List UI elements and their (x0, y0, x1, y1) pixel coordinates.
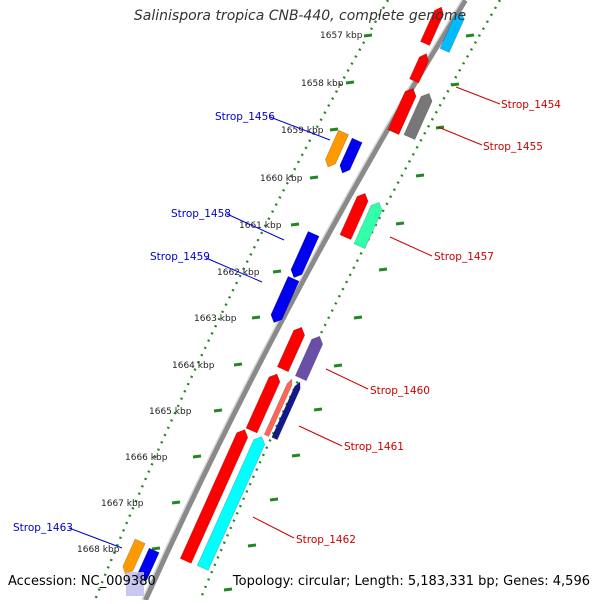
cds-feature[interactable] (179, 429, 249, 564)
accession-text: Accession: NC_009380 (8, 574, 156, 589)
ruler-tick-mark (192, 454, 202, 459)
cog-feature[interactable] (325, 129, 349, 168)
outer-tick-mark (465, 33, 475, 38)
ruler-tick-label: 1661 kbp (239, 221, 282, 231)
ruler-tick-mark (290, 222, 300, 227)
label-leader-line (226, 213, 285, 241)
cog-feature[interactable] (403, 92, 433, 141)
ruler-tick-label: 1664 kbp (172, 361, 215, 371)
gene-labels: Strop_1454 Strop_1455 Strop_1457 Strop_1460… (13, 86, 561, 549)
outer-tick-mark (378, 267, 388, 272)
label-leader-line (389, 236, 433, 257)
outer-tick-mark (223, 587, 233, 592)
gene-label-forward[interactable]: Strop_1454 (501, 99, 561, 111)
ruler-tick-mark (251, 315, 261, 320)
ruler-tick-label: 1657 kbp (320, 31, 363, 41)
cog-feature[interactable] (263, 378, 293, 437)
ruler-tick-mark (233, 362, 243, 367)
outer-tick-mark (291, 453, 301, 458)
ruler-tick-label: 1663 kbp (194, 314, 237, 324)
cog-feature[interactable] (271, 381, 301, 441)
cds-feature[interactable] (245, 373, 281, 434)
label-leader-line (205, 257, 263, 283)
outer-tick-mark (395, 221, 405, 226)
ruler-tick-label: 1668 kbp (77, 545, 120, 555)
ruler-tick-mark (345, 80, 355, 85)
cds-feature[interactable] (339, 192, 369, 241)
gene-label-reverse[interactable]: Strop_1459 (150, 251, 210, 263)
label-leader-line (269, 116, 331, 141)
cog-feature[interactable] (353, 201, 383, 250)
ruler-tick-mark (272, 269, 282, 274)
ruler-tick-mark (309, 175, 319, 180)
genome-backbone (142, 0, 468, 602)
cds-feature[interactable] (420, 6, 444, 46)
ruler-tick-mark (363, 33, 373, 38)
gene-features (122, 6, 465, 596)
outer-tick-mark (415, 173, 425, 178)
label-leader-line (437, 126, 483, 146)
cds-feature[interactable] (276, 326, 306, 373)
gene-feature[interactable] (290, 230, 320, 279)
gene-overlap-shade (126, 572, 144, 596)
ruler-tick-label: 1658 kbp (301, 79, 344, 89)
ruler-tick-label: 1659 kbp (281, 126, 324, 136)
label-leader-line (252, 516, 295, 539)
gene-label-reverse[interactable]: Strop_1458 (171, 208, 231, 220)
gene-label-forward[interactable]: Strop_1460 (370, 385, 430, 397)
ruler-tick-label: 1667 kbp (101, 499, 144, 509)
gene-feature[interactable] (339, 137, 363, 174)
outer-tick-mark (247, 543, 257, 548)
gene-label-forward[interactable]: Strop_1455 (483, 141, 543, 153)
outer-tick-mark (353, 315, 363, 320)
ruler-tick-label: 1662 kbp (217, 268, 260, 278)
label-leader-line (325, 368, 369, 390)
gene-label-forward[interactable]: Strop_1461 (344, 441, 404, 453)
gene-label-forward[interactable]: Strop_1462 (296, 534, 356, 546)
outer-track (198, 0, 502, 601)
gene-label-forward[interactable]: Strop_1457 (434, 251, 494, 263)
cds-feature[interactable] (387, 87, 417, 136)
gene-label-reverse[interactable]: Strop_1463 (13, 522, 73, 534)
ruler-tick-label: 1660 kbp (260, 174, 303, 184)
label-leader-line (68, 527, 123, 549)
outer-tick-mark (333, 363, 343, 368)
outer-tick-mark (450, 82, 460, 87)
cog-feature[interactable] (439, 11, 465, 53)
ruler-tick-mark (213, 408, 223, 413)
ruler-tick-mark (171, 500, 181, 505)
ruler-track (93, 0, 390, 601)
cog-feature[interactable] (196, 436, 266, 571)
ruler-tick-mark (329, 127, 339, 132)
label-leader-line (455, 86, 501, 105)
topology-text: Topology: circular; Length: 5,183,331 bp… (232, 574, 590, 589)
ruler-tick-mark (151, 546, 161, 551)
cog-feature[interactable] (294, 335, 324, 382)
ruler-ticks: 1657 kbp 1658 kbp 1659 kbp 1660 kbp 1661 kbp… (77, 31, 475, 592)
outer-tick-mark (313, 407, 323, 412)
label-leader-line (298, 425, 343, 447)
ruler-tick-label: 1665 kbp (149, 407, 192, 417)
outer-tick-mark (269, 497, 279, 502)
cds-feature[interactable] (409, 53, 429, 84)
gene-feature[interactable] (270, 275, 300, 324)
genome-title: Salinispora tropica CNB-440, complete ge… (133, 8, 467, 24)
gene-label-reverse[interactable]: Strop_1456 (215, 111, 275, 123)
ruler-tick-label: 1666 kbp (125, 453, 168, 463)
